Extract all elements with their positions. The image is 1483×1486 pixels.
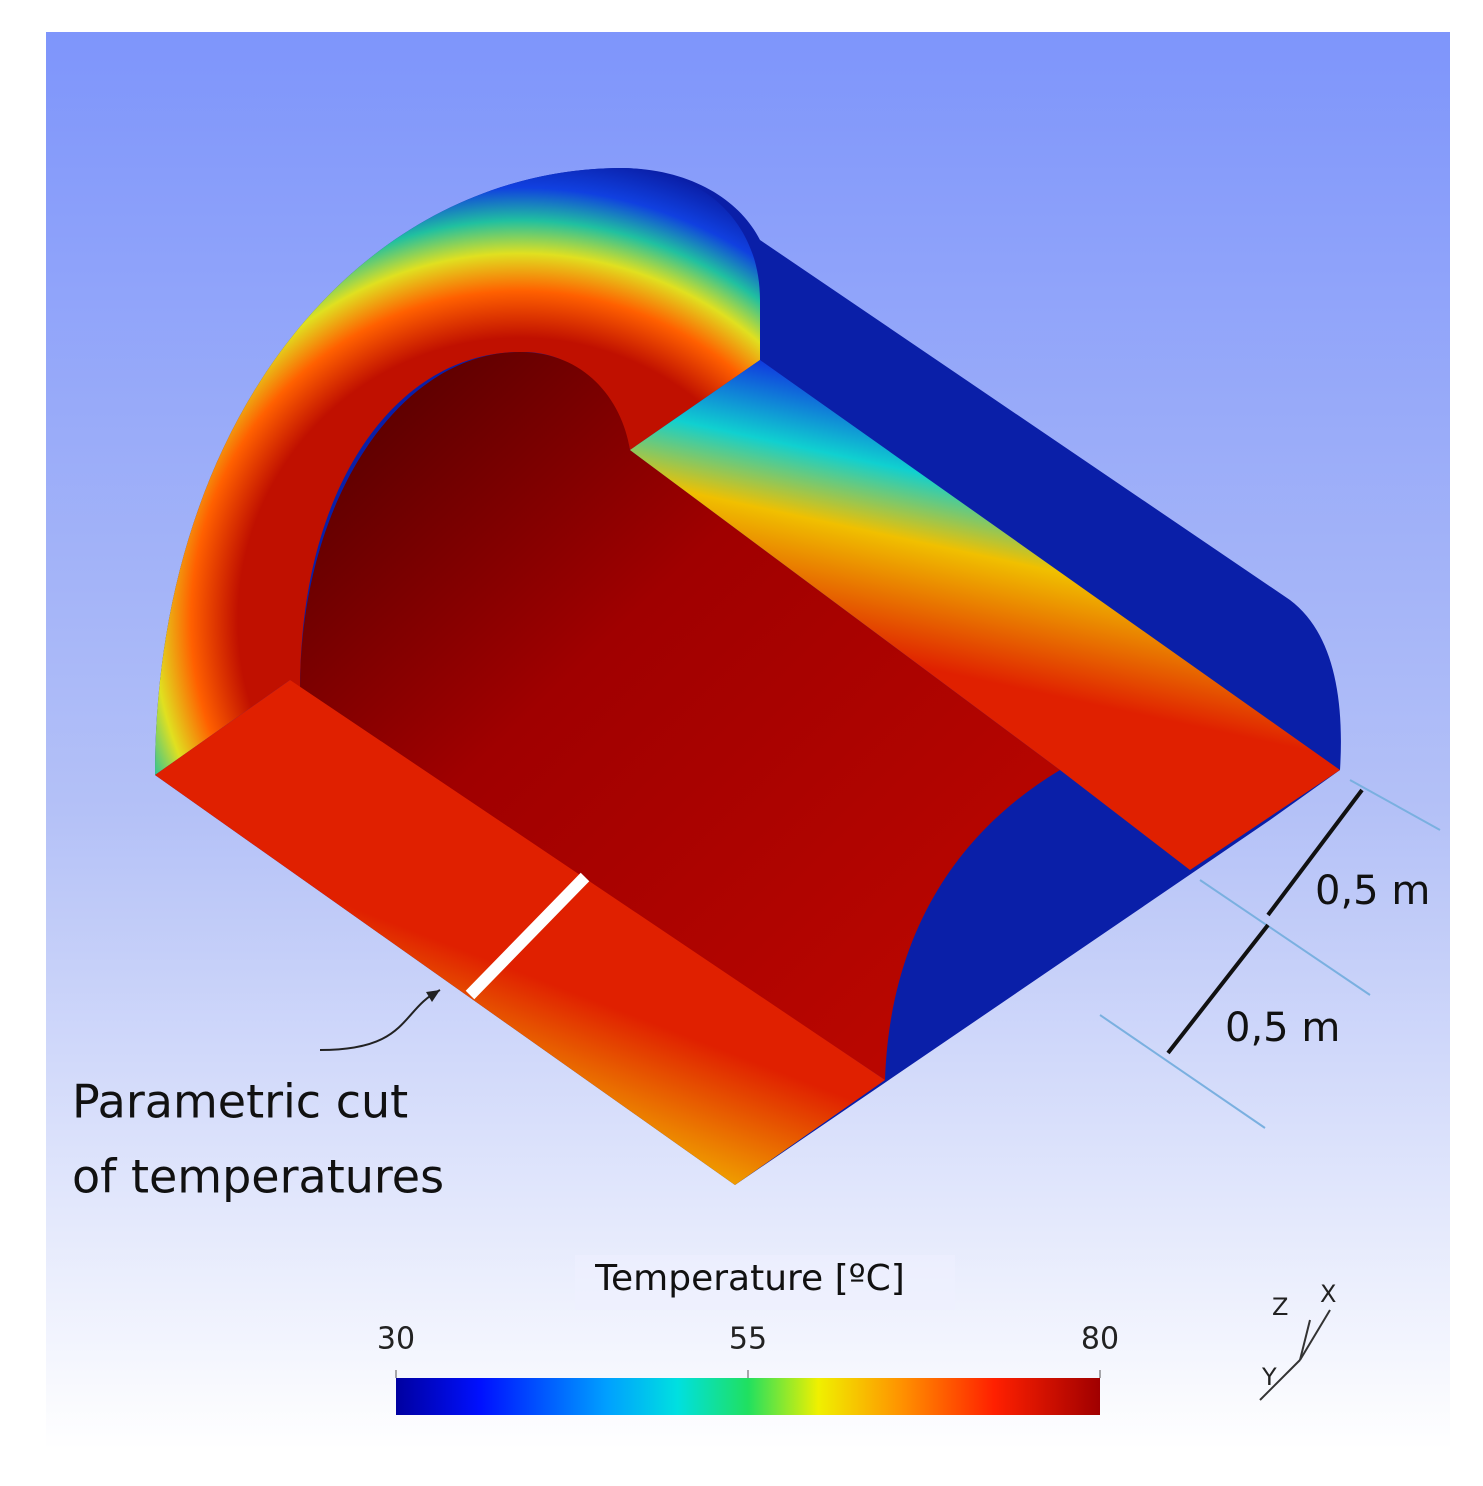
axis-triad: [1259, 1309, 1331, 1401]
colorbar: [396, 1378, 1100, 1415]
colorbar-tick-label: 80: [1081, 1322, 1119, 1357]
cut-line: [465, 872, 590, 1000]
dimension-guides: [1099, 779, 1441, 1129]
axis-label: Y: [1261, 1363, 1277, 1391]
dimension-arrows: [1166, 788, 1364, 1055]
dimension-label: 0,5 m: [1225, 1005, 1340, 1051]
colorbar-tick-label: 30: [377, 1322, 415, 1357]
upper-mesh-band: [630, 360, 1340, 870]
axis-label: Z: [1272, 1293, 1288, 1321]
title-backdrop: [575, 1255, 955, 1310]
pointer: [319, 989, 441, 1051]
inner-surface: [300, 352, 1060, 1080]
annotation: of temperatures: [72, 1150, 444, 1204]
axis-label: X: [1320, 1280, 1336, 1308]
lower-mesh-band: [155, 680, 885, 1185]
dimension-label: 0,5 m: [1315, 868, 1430, 914]
colorbar-tick-label: 55: [729, 1322, 767, 1357]
pointer-head: [426, 990, 440, 1002]
colorbar-title: Temperature [ºC]: [594, 1258, 905, 1299]
annotation: Parametric cut: [72, 1075, 408, 1129]
front-face: [155, 168, 760, 775]
